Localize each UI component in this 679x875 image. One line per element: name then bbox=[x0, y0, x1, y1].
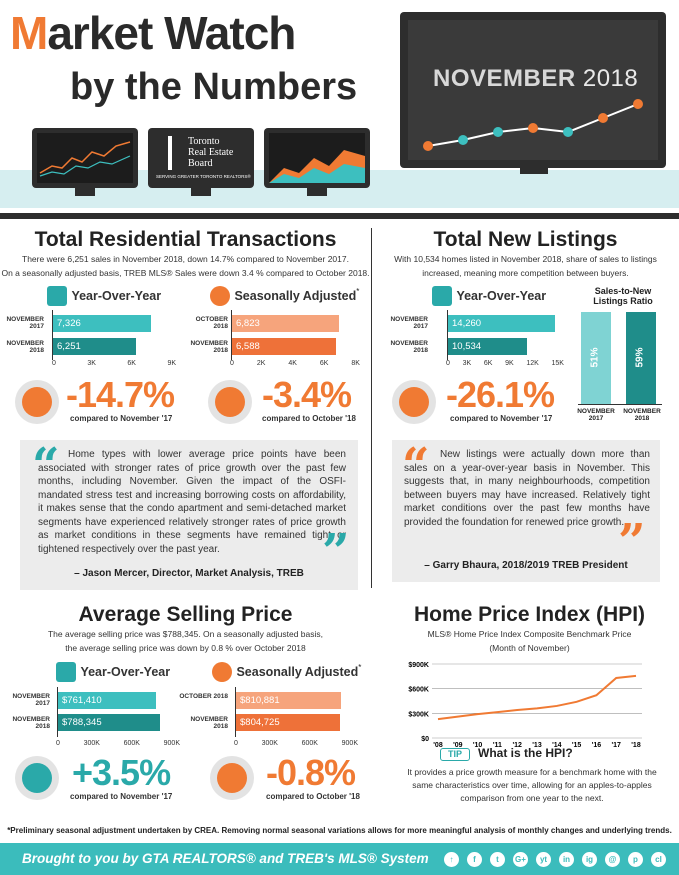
price-yoy-heading: Year-Over-Year bbox=[56, 662, 170, 682]
price-sa-pct: -0.8% bbox=[266, 752, 356, 793]
bar-price-oct: $810,881 bbox=[236, 692, 341, 709]
hpi-line bbox=[437, 674, 637, 721]
x-tick-label: '14 bbox=[552, 742, 562, 748]
x-tick-label: '13 bbox=[532, 742, 542, 748]
x-tick-label: '12 bbox=[512, 742, 522, 748]
instagram-icon[interactable]: ig bbox=[582, 852, 597, 867]
bar-transactions-2018: 6,251 bbox=[53, 338, 137, 355]
hpi-title: Home Price Index (HPI) bbox=[413, 603, 646, 626]
x-tick-label: '10 bbox=[473, 742, 483, 748]
leaf-icon bbox=[210, 286, 230, 306]
share-icon[interactable]: ↑ bbox=[444, 852, 459, 867]
transactions-title: Total Residential Transactions bbox=[34, 228, 337, 251]
close-quote-icon: ” bbox=[618, 514, 646, 570]
down-arrow-icon bbox=[208, 380, 252, 424]
x-tick-label: '16 bbox=[592, 742, 602, 748]
linkedin-icon[interactable]: in bbox=[559, 852, 574, 867]
bar-price-2017: $761,410 bbox=[58, 692, 157, 709]
price-title: Average Selling Price bbox=[78, 603, 293, 626]
bar-listings-2018: 10,534 bbox=[448, 338, 527, 355]
down-arrow-icon bbox=[392, 380, 436, 424]
x-tick-label: '08 bbox=[433, 742, 443, 748]
open-quote-icon: “ bbox=[402, 438, 430, 494]
yoy-heading: Year-Over-Year bbox=[47, 286, 161, 306]
price-sa-heading: Seasonally Adjusted* bbox=[212, 662, 361, 682]
close-quote-icon: ” bbox=[322, 524, 350, 580]
bar-transactions-nov: 6,588 bbox=[232, 338, 336, 355]
calendar-icon bbox=[47, 286, 67, 306]
listings-title: Total New Listings bbox=[433, 228, 618, 251]
footnote: *Preliminary seasonal adjustment underta… bbox=[7, 826, 672, 835]
price-yoy-pct: +3.5% bbox=[72, 752, 171, 793]
x-tick-label: '18 bbox=[631, 742, 641, 748]
down-arrow-icon bbox=[15, 380, 59, 424]
y-tick-label: $900K bbox=[408, 662, 429, 669]
transactions-yoy-pct: -14.7% bbox=[66, 374, 175, 415]
area-chart-monitor bbox=[264, 128, 370, 188]
email-icon[interactable]: @ bbox=[605, 852, 620, 867]
quote-box-bhaura: “ New listings were actually down more t… bbox=[392, 440, 660, 582]
down-arrow-icon bbox=[210, 756, 254, 800]
y-tick-label: $600K bbox=[408, 687, 429, 694]
treb-logo-monitor: Toronto Real Estate Board SERVING GREATE… bbox=[148, 128, 254, 188]
google-plus-icon[interactable]: G+ bbox=[513, 852, 528, 867]
up-arrow-icon bbox=[15, 756, 59, 800]
leaf-icon bbox=[212, 662, 232, 682]
quote-box-mercer: “ Home types with lower average price po… bbox=[20, 440, 358, 590]
x-tick-label: '15 bbox=[572, 742, 582, 748]
open-quote-icon: “ bbox=[32, 438, 60, 494]
twitter-icon[interactable]: t bbox=[490, 852, 505, 867]
calendar-icon bbox=[56, 662, 76, 682]
header-divider bbox=[0, 213, 679, 219]
listings-yoy-pct: -26.1% bbox=[446, 374, 555, 415]
y-tick-label: $0 bbox=[421, 736, 429, 743]
facebook-icon[interactable]: f bbox=[467, 852, 482, 867]
bar-transactions-oct: 6,823 bbox=[232, 315, 340, 332]
tip-badge: TIP bbox=[440, 748, 470, 761]
axis-ticks: 0 3K 6K 9K bbox=[52, 360, 176, 367]
sa-heading: Seasonally Adjusted* bbox=[210, 286, 359, 306]
page-title: Market Watch bbox=[10, 7, 296, 59]
ratio-bar-2018: 59% bbox=[626, 312, 656, 404]
hpi-chart: $900K $600K $300K $0 '08 '09 '10 '11 '12 '13 '14 '… bbox=[408, 662, 642, 748]
x-tick-label: '09 bbox=[453, 742, 463, 748]
calendar-icon bbox=[432, 286, 452, 306]
bar-price-2018: $788,345 bbox=[58, 714, 160, 731]
trend-line-icon bbox=[423, 99, 643, 151]
y-tick-label: $300K bbox=[408, 711, 429, 718]
x-tick-label: '17 bbox=[611, 742, 621, 748]
listings-yoy-heading: Year-Over-Year bbox=[432, 286, 546, 306]
month-monitor: NOVEMBER 2018 bbox=[400, 12, 666, 168]
ratio-bar-2017: 51% bbox=[581, 312, 611, 404]
x-tick-label: '11 bbox=[493, 742, 502, 748]
bar-price-nov: $804,725 bbox=[236, 714, 340, 731]
bar-listings-2017: 14,260 bbox=[448, 315, 555, 332]
cn-tower-icon bbox=[168, 136, 172, 170]
page-subtitle: by the Numbers bbox=[70, 66, 358, 108]
footer-bar: Brought to you by GTA REALTORS® and TREB… bbox=[0, 843, 679, 875]
pinterest-icon[interactable]: p bbox=[628, 852, 643, 867]
area-chart-icon bbox=[269, 133, 365, 183]
candlestick-icon bbox=[37, 133, 133, 183]
chart-monitor-left bbox=[32, 128, 138, 188]
transactions-sa-pct: -3.4% bbox=[262, 374, 352, 415]
youtube-icon[interactable]: yt bbox=[536, 852, 551, 867]
month-label: NOVEMBER 2018 bbox=[433, 65, 639, 92]
bar-transactions-2017: 7,326 bbox=[53, 315, 151, 332]
cloud-icon[interactable]: cl bbox=[651, 852, 666, 867]
